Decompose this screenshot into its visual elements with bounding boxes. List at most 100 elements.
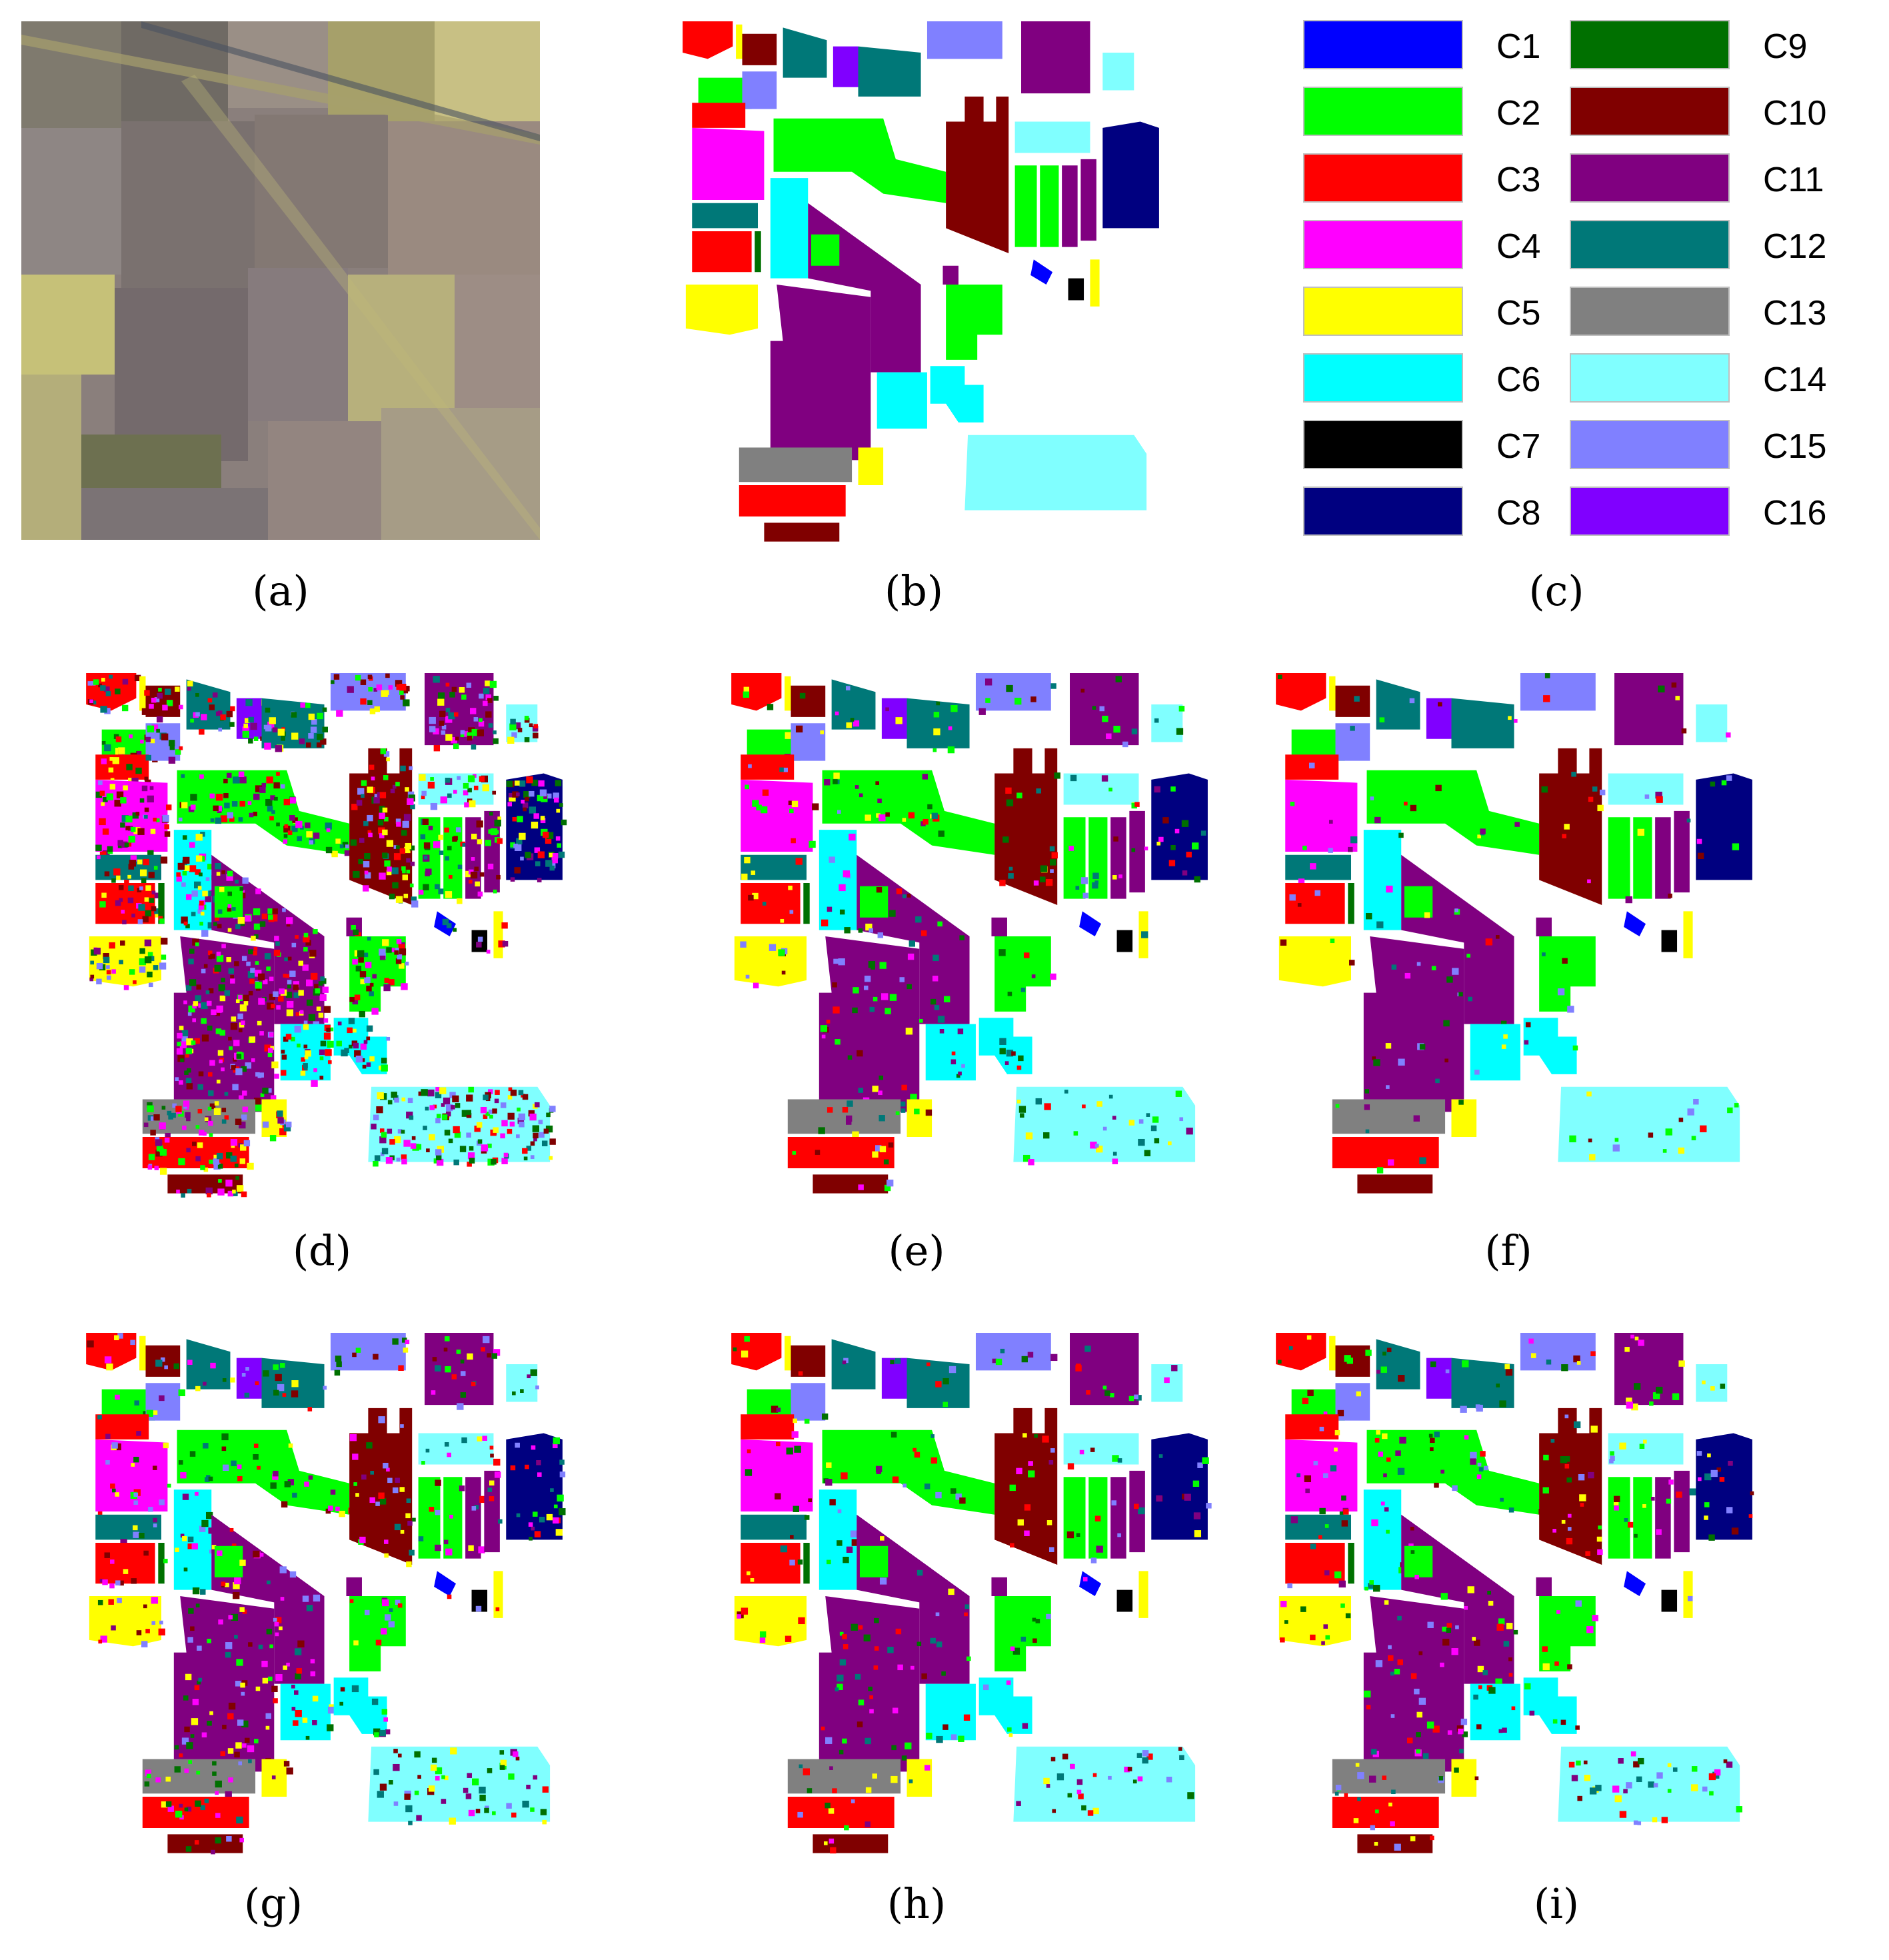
field-c12 <box>783 27 827 78</box>
misclassified-pixels <box>1350 726 1355 731</box>
field-c3 <box>683 21 733 59</box>
field-c5 <box>907 1099 933 1137</box>
field-c3 <box>1276 673 1326 711</box>
misclassified-pixels <box>271 1761 293 1779</box>
field-c2 <box>811 234 840 266</box>
legend-item-c3: C3 <box>1303 153 1570 208</box>
misclassified-pixels <box>1637 828 1644 836</box>
misclassified-pixels <box>442 918 457 932</box>
field-c13 <box>142 1099 256 1134</box>
field-c5 <box>139 676 146 711</box>
misclassified-pixels <box>185 1836 244 1855</box>
misclassified-pixels <box>1353 1797 1395 1831</box>
misclassified-pixels <box>1686 818 1691 823</box>
misclassified-pixels <box>1374 1430 1544 1515</box>
field-c3 <box>1332 1136 1439 1168</box>
field-c5 <box>907 1759 933 1797</box>
misclassified-pixels <box>1354 696 1360 702</box>
misclassified-pixels <box>1334 1763 1444 1797</box>
field-c11 <box>1129 1470 1145 1553</box>
field-c11 <box>1655 1477 1671 1559</box>
field-c8 <box>1696 1433 1752 1540</box>
misclassified-pixels <box>465 820 485 897</box>
misclassified-pixels <box>149 686 183 723</box>
false-color-image <box>21 21 540 540</box>
field-c11 <box>1110 817 1126 899</box>
field-c6 <box>877 372 927 429</box>
misclassified-pixels <box>217 1550 246 1566</box>
misclassified-pixels <box>733 1336 750 1358</box>
field-c2 <box>747 1389 801 1421</box>
misclassified-pixels <box>421 1436 501 1466</box>
misclassified-pixels <box>99 1550 149 1589</box>
field-c10 <box>791 685 826 717</box>
misclassified-pixels <box>824 772 944 837</box>
legend-label-c8: C8 <box>1496 494 1541 532</box>
field-c3 <box>95 754 149 780</box>
legend-swatch-c15 <box>1570 420 1730 469</box>
field-c11 <box>1129 810 1145 893</box>
field-c12 <box>907 698 970 748</box>
field-c16 <box>236 1358 262 1399</box>
field-c2 <box>1404 886 1433 918</box>
field-c5 <box>1090 259 1100 307</box>
legend-swatch-c9 <box>1570 20 1730 69</box>
field-c12 <box>1285 854 1352 880</box>
misclassified-pixels <box>1410 1550 1419 1579</box>
misclassified-pixels <box>1131 846 1148 852</box>
misclassified-pixels <box>1277 1335 1312 1364</box>
field-c3 <box>731 1333 782 1371</box>
field-c11 <box>1363 1596 1464 1772</box>
legend-item-c8: C8 <box>1303 487 1570 541</box>
legend-swatch-c6 <box>1303 353 1463 403</box>
misclassified-pixels <box>799 1764 898 1793</box>
misclassified-pixels <box>419 774 497 810</box>
field-c5 <box>685 285 759 335</box>
field-c15 <box>791 723 826 761</box>
misclassified-pixels <box>1702 1380 1726 1391</box>
field-c12 <box>1451 1358 1514 1408</box>
field-c2 <box>418 1477 441 1559</box>
ground-truth-map-panel <box>660 21 1193 548</box>
misclassified-pixels <box>885 707 903 724</box>
field-c10 <box>791 1345 826 1377</box>
field-c6 <box>925 1683 976 1741</box>
legend-swatch-c3 <box>1303 153 1463 203</box>
caption-b: (b) <box>884 566 944 615</box>
field-c13 <box>787 1759 901 1794</box>
misclassified-pixels <box>743 686 774 710</box>
field-c7 <box>1116 930 1133 952</box>
legend-item-c16: C16 <box>1570 487 1836 541</box>
misclassified-pixels <box>176 1176 247 1198</box>
field-c11 <box>1363 936 1464 1112</box>
misclassified-pixels <box>1280 1601 1351 1645</box>
field-c5 <box>1138 1571 1148 1618</box>
field-c5 <box>1683 911 1693 958</box>
misclassified-pixels <box>1366 832 1404 928</box>
misclassified-pixels <box>791 1418 799 1438</box>
field-c4 <box>1285 779 1358 852</box>
misclassified-pixels <box>1542 1414 1603 1556</box>
field-c5 <box>1329 1336 1336 1371</box>
misclassified-pixels <box>998 949 1056 996</box>
field-c2 <box>994 1596 1051 1671</box>
field-c12 <box>741 1514 807 1540</box>
misclassified-pixels <box>858 888 964 1023</box>
caption-c: (c) <box>1528 566 1584 615</box>
field-c2 <box>1539 936 1596 1012</box>
field-c6 <box>1363 1489 1402 1590</box>
field-c11 <box>1614 673 1684 746</box>
field-c10 <box>1539 1408 1602 1565</box>
misclassified-pixels <box>241 1367 259 1398</box>
misclassified-pixels <box>740 941 788 989</box>
misclassified-pixels <box>1528 1338 1596 1372</box>
field-c2 <box>177 1430 350 1515</box>
field-c12 <box>858 46 921 97</box>
misclassified-pixels <box>349 1597 403 1646</box>
misclassified-pixels <box>1277 674 1282 680</box>
misclassified-pixels <box>1542 952 1574 1013</box>
legend-item-c2: C2 <box>1303 87 1570 141</box>
field-c5 <box>736 24 743 59</box>
misclassified-pixels <box>175 1491 215 1595</box>
misclassified-pixels <box>1676 1488 1696 1498</box>
